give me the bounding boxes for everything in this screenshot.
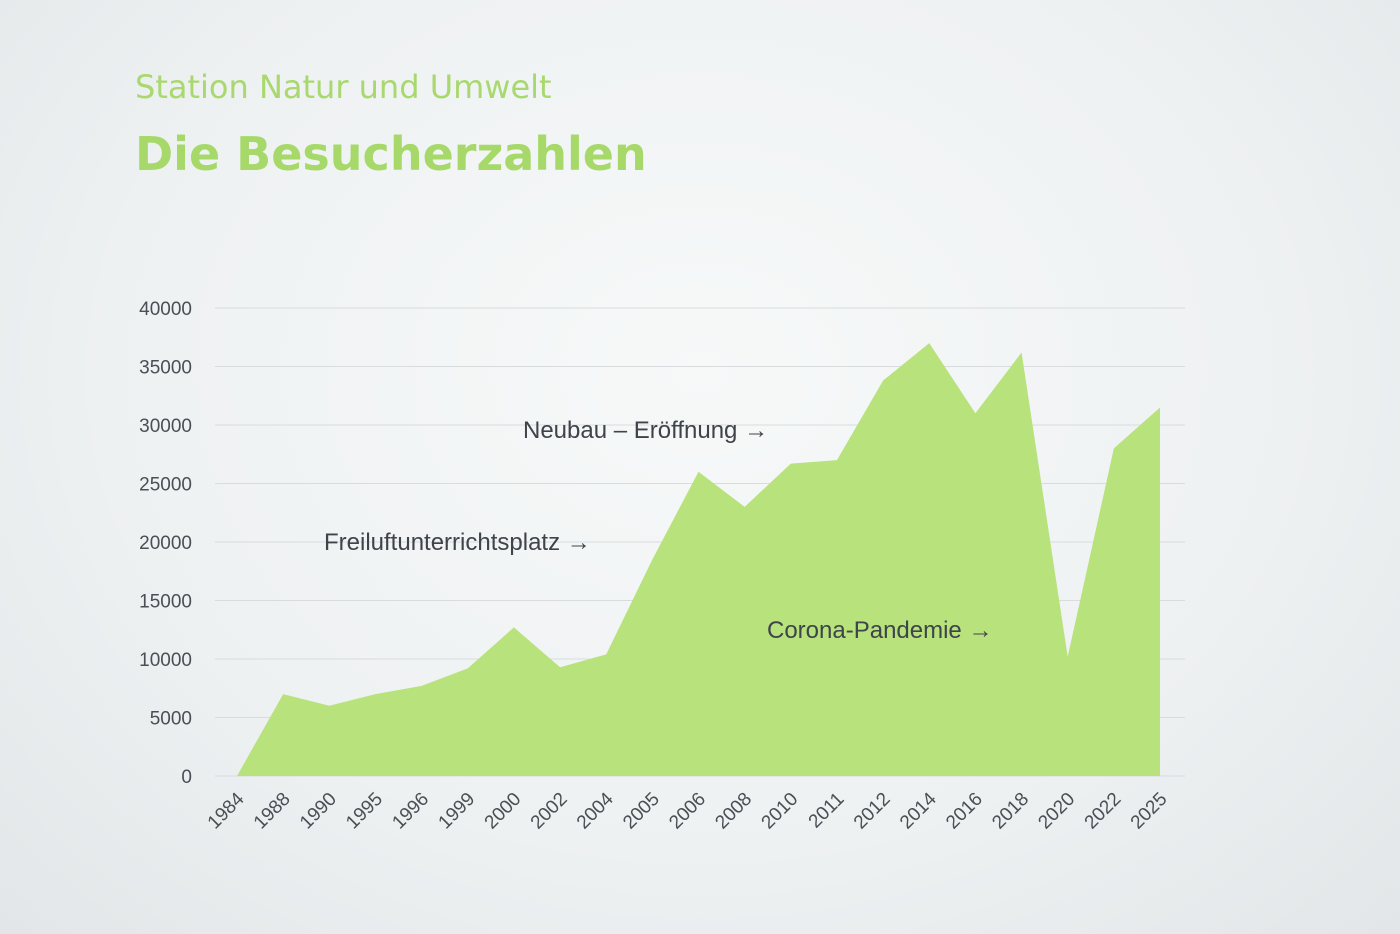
x-tick-label: 2006 — [665, 789, 710, 834]
x-tick-label: 2002 — [527, 789, 572, 834]
x-tick-label: 2012 — [850, 789, 895, 834]
x-tick-label: 1999 — [435, 789, 480, 834]
x-tick-label: 1995 — [342, 789, 387, 834]
x-tick-label: 2000 — [481, 789, 526, 834]
x-tick-label: 1984 — [204, 788, 249, 833]
y-tick-label: 5000 — [150, 709, 192, 730]
x-tick-label: 2022 — [1081, 789, 1126, 834]
chart-title: Die Besucherzahlen — [135, 127, 647, 181]
y-tick-label: 0 — [181, 767, 192, 788]
y-tick-label: 35000 — [139, 358, 192, 379]
y-tick-label: 25000 — [139, 475, 192, 496]
y-tick-label: 15000 — [139, 592, 192, 613]
y-tick-label: 10000 — [139, 650, 192, 671]
y-tick-label: 40000 — [139, 299, 192, 320]
x-tick-label: 2020 — [1034, 789, 1079, 834]
annotation: Corona-Pandemie → — [767, 617, 992, 644]
x-tick-label: 1990 — [296, 789, 341, 834]
annotation: Neubau – Eröffnung → — [523, 417, 768, 444]
x-tick-label: 1996 — [388, 789, 433, 834]
y-tick-label: 30000 — [139, 416, 192, 437]
x-tick-label: 2004 — [573, 788, 618, 833]
x-tick-label: 2018 — [988, 789, 1033, 834]
x-tick-label: 2005 — [619, 789, 664, 834]
x-tick-label: 1988 — [250, 789, 295, 834]
chart-subtitle: Station Natur und Umwelt — [135, 68, 552, 106]
y-tick-label: 20000 — [139, 533, 192, 554]
x-tick-label: 2014 — [896, 788, 941, 833]
area — [237, 343, 1160, 776]
x-tick-label: 2025 — [1127, 789, 1172, 834]
x-tick-label: 2010 — [758, 789, 803, 834]
annotation: Freiluftunterrichtsplatz → — [324, 529, 591, 556]
x-tick-label: 2008 — [711, 789, 756, 834]
x-tick-label: 2016 — [942, 789, 987, 834]
x-tick-label: 2011 — [805, 789, 849, 833]
